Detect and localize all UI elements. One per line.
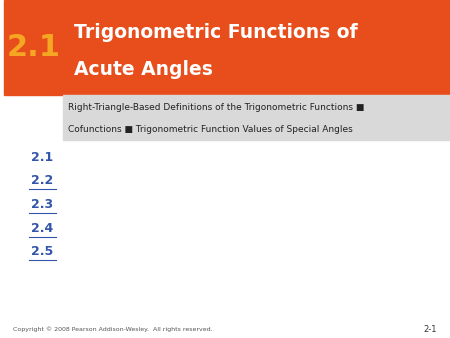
- Bar: [4, 0, 450, 95]
- Text: Acute Angles: Acute Angles: [74, 60, 213, 79]
- Text: Trigonometric Functions of: Trigonometric Functions of: [74, 23, 358, 42]
- Text: Right-Triangle-Based Definitions of the Trigonometric Functions ■: Right-Triangle-Based Definitions of the …: [68, 103, 365, 112]
- Text: 2-1: 2-1: [423, 325, 436, 334]
- Text: 2.5: 2.5: [32, 245, 54, 258]
- Text: Copyright © 2008 Pearson Addison-Wesley.  All rights reserved.: Copyright © 2008 Pearson Addison-Wesley.…: [13, 327, 212, 332]
- Text: 2.2: 2.2: [32, 174, 54, 187]
- Text: 2.1: 2.1: [32, 151, 54, 164]
- Text: 2.1: 2.1: [7, 33, 61, 62]
- Text: 2.4: 2.4: [32, 222, 54, 235]
- Text: Cofunctions ■ Trigonometric Function Values of Special Angles: Cofunctions ■ Trigonometric Function Val…: [68, 125, 353, 134]
- Bar: [63, 95, 450, 140]
- Text: 2.3: 2.3: [32, 198, 54, 211]
